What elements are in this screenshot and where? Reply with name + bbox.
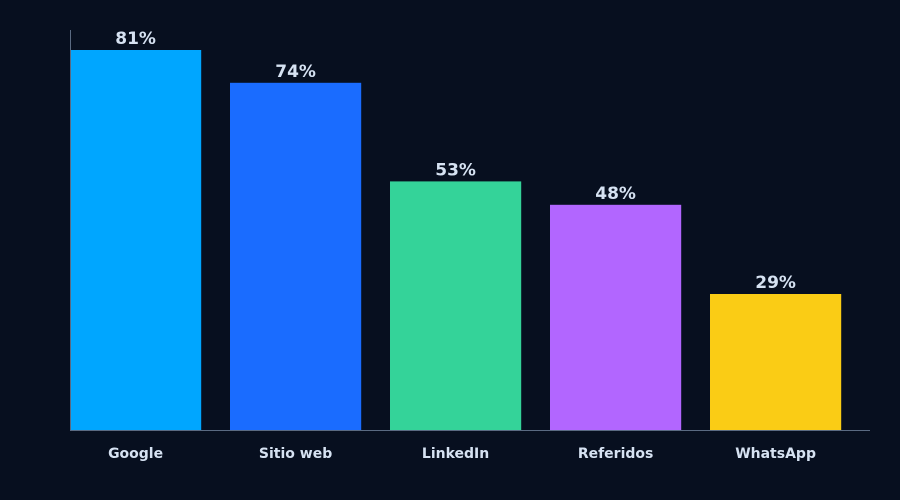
value-label-google: 81% xyxy=(115,29,156,49)
value-label-whatsapp: 29% xyxy=(755,273,796,293)
category-label-whatsapp: WhatsApp xyxy=(735,446,816,462)
value-label-referidos: 48% xyxy=(595,184,636,204)
category-label-google: Google xyxy=(108,446,163,462)
bar-linkedin xyxy=(390,181,522,430)
value-label-sitio-web: 74% xyxy=(275,62,316,82)
bars-layer xyxy=(70,50,842,431)
labels-layer: 81% Google 74% Sitio web 53% LinkedIn 48% Refer… xyxy=(108,29,816,462)
value-label-linkedin: 53% xyxy=(435,160,476,180)
category-label-sitio-web: Sitio web xyxy=(259,446,332,462)
bar-whatsapp xyxy=(710,294,842,430)
category-label-referidos: Referidos xyxy=(578,446,654,462)
bar-sitio-web xyxy=(230,82,362,431)
bar-referidos xyxy=(550,204,682,430)
category-label-linkedin: LinkedIn xyxy=(422,446,489,462)
bar-google xyxy=(70,50,202,430)
